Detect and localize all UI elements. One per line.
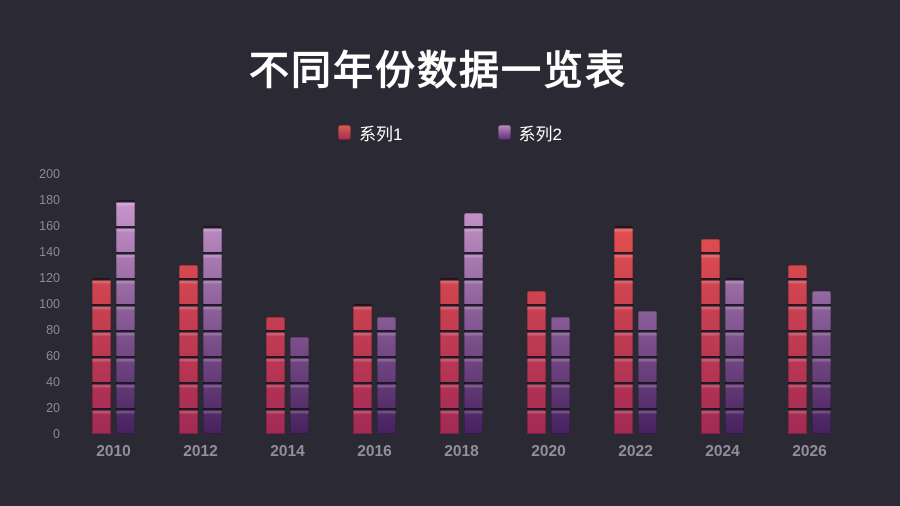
- x-axis-label: 2016: [357, 443, 392, 460]
- y-axis-label: 60: [46, 349, 60, 363]
- legend-label-series1: 系列1: [359, 125, 403, 144]
- bar-series2-2012: [203, 226, 222, 434]
- x-axis-label: 2020: [531, 443, 566, 460]
- y-axis-label: 100: [39, 297, 60, 311]
- y-axis-label: 200: [39, 167, 60, 181]
- x-axis-label: 2014: [270, 443, 305, 460]
- x-axis-label: 2024: [705, 443, 740, 460]
- bar-series1-2024: [701, 239, 720, 434]
- legend-item-series2: 系列2: [497, 120, 562, 145]
- bar-series2-2022: [638, 310, 657, 434]
- bar-series1-2018: [440, 278, 459, 434]
- y-axis-label: 120: [39, 271, 60, 285]
- y-axis-label: 0: [53, 427, 60, 441]
- bar-series1-2012: [179, 265, 198, 434]
- bar-series2-2026: [812, 291, 831, 434]
- bar-series1-2014: [266, 317, 285, 434]
- legend-label-series2: 系列2: [518, 125, 562, 144]
- legend: 系列1 系列2: [0, 120, 900, 145]
- y-axis-label: 160: [39, 219, 60, 233]
- x-axis-label: 2010: [96, 443, 131, 460]
- y-axis-label: 40: [46, 375, 60, 389]
- x-axis-label: 2012: [183, 443, 218, 460]
- bar-series2-2014: [290, 336, 309, 434]
- bar-series2-2020: [551, 317, 570, 434]
- x-axis-label: 2026: [792, 443, 827, 460]
- y-axis-label: 20: [46, 401, 60, 415]
- bar-series1-2016: [353, 304, 372, 434]
- y-axis-label: 140: [39, 245, 60, 259]
- bar-series1-2020: [527, 291, 546, 434]
- legend-swatch-series2-icon: [497, 125, 511, 140]
- y-axis-label: 80: [46, 323, 60, 337]
- bar-series2-2010: [116, 200, 135, 434]
- legend-item-series1: 系列1: [338, 120, 403, 145]
- bar-series2-2018: [464, 213, 483, 434]
- legend-swatch-series1-icon: [338, 125, 352, 140]
- x-axis-label: 2022: [618, 443, 653, 460]
- x-axis-label: 2018: [444, 443, 479, 460]
- y-axis-label: 180: [39, 193, 60, 207]
- chart-title: 不同年份数据一览表: [249, 49, 627, 93]
- bar-series1-2010: [92, 278, 111, 434]
- bar-series1-2022: [614, 226, 633, 434]
- bar-series1-2026: [788, 265, 807, 434]
- bar-series2-2024: [725, 278, 744, 434]
- bar-series2-2016: [377, 317, 396, 434]
